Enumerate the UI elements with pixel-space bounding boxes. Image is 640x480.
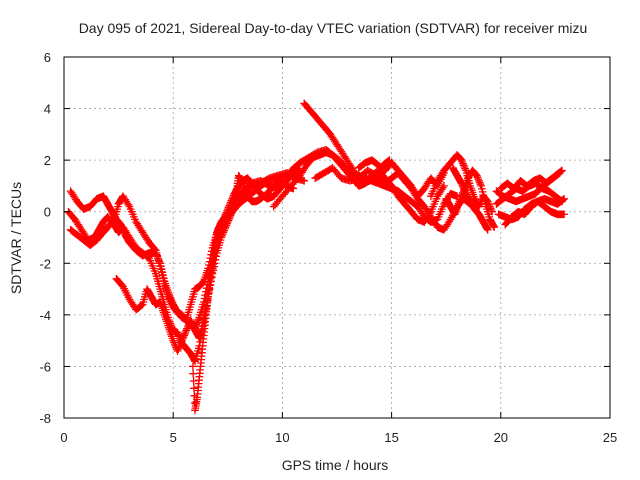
x-tick-label: 15: [384, 430, 398, 445]
series-16: [501, 197, 568, 229]
x-tick-labels: 0 5 10 15 20 25: [60, 430, 617, 445]
y-axis-label: SDTVAR / TECUs: [8, 182, 24, 294]
y-tick-label: 2: [44, 153, 51, 168]
plot-frame: [63, 56, 611, 419]
y-tick-label: -2: [39, 256, 51, 271]
y-tick-label: -6: [39, 359, 51, 374]
series-4: [189, 171, 298, 415]
y-tick-label: -8: [39, 411, 51, 426]
y-tick-label: -4: [39, 308, 51, 323]
series-3: [112, 166, 304, 355]
x-tick-label: 0: [60, 430, 67, 445]
series-17: [496, 169, 564, 193]
series-12: [448, 164, 492, 234]
series-markers: [448, 164, 492, 234]
y-tick-labels: -8 -6 -4 -2 0 2 4 6: [39, 50, 51, 426]
series-markers: [189, 171, 298, 415]
x-tick-label: 20: [494, 430, 508, 445]
x-tick-label: 25: [603, 430, 617, 445]
series-11: [442, 166, 499, 232]
y-tick-label: 6: [44, 50, 51, 65]
axis-ticks: [63, 56, 611, 419]
series-markers: [442, 166, 499, 232]
series-markers: [112, 166, 304, 355]
x-axis-label: GPS time / hours: [282, 457, 389, 473]
series-markers: [496, 169, 564, 193]
x-tick-label: 10: [275, 430, 289, 445]
y-tick-label: 4: [44, 102, 51, 117]
data-points: [64, 99, 568, 415]
x-tick-label: 5: [170, 430, 177, 445]
series-markers: [501, 197, 568, 229]
chart-title: Day 095 of 2021, Sidereal Day-to-day VTE…: [79, 20, 588, 36]
y-tick-label: 0: [44, 205, 51, 220]
